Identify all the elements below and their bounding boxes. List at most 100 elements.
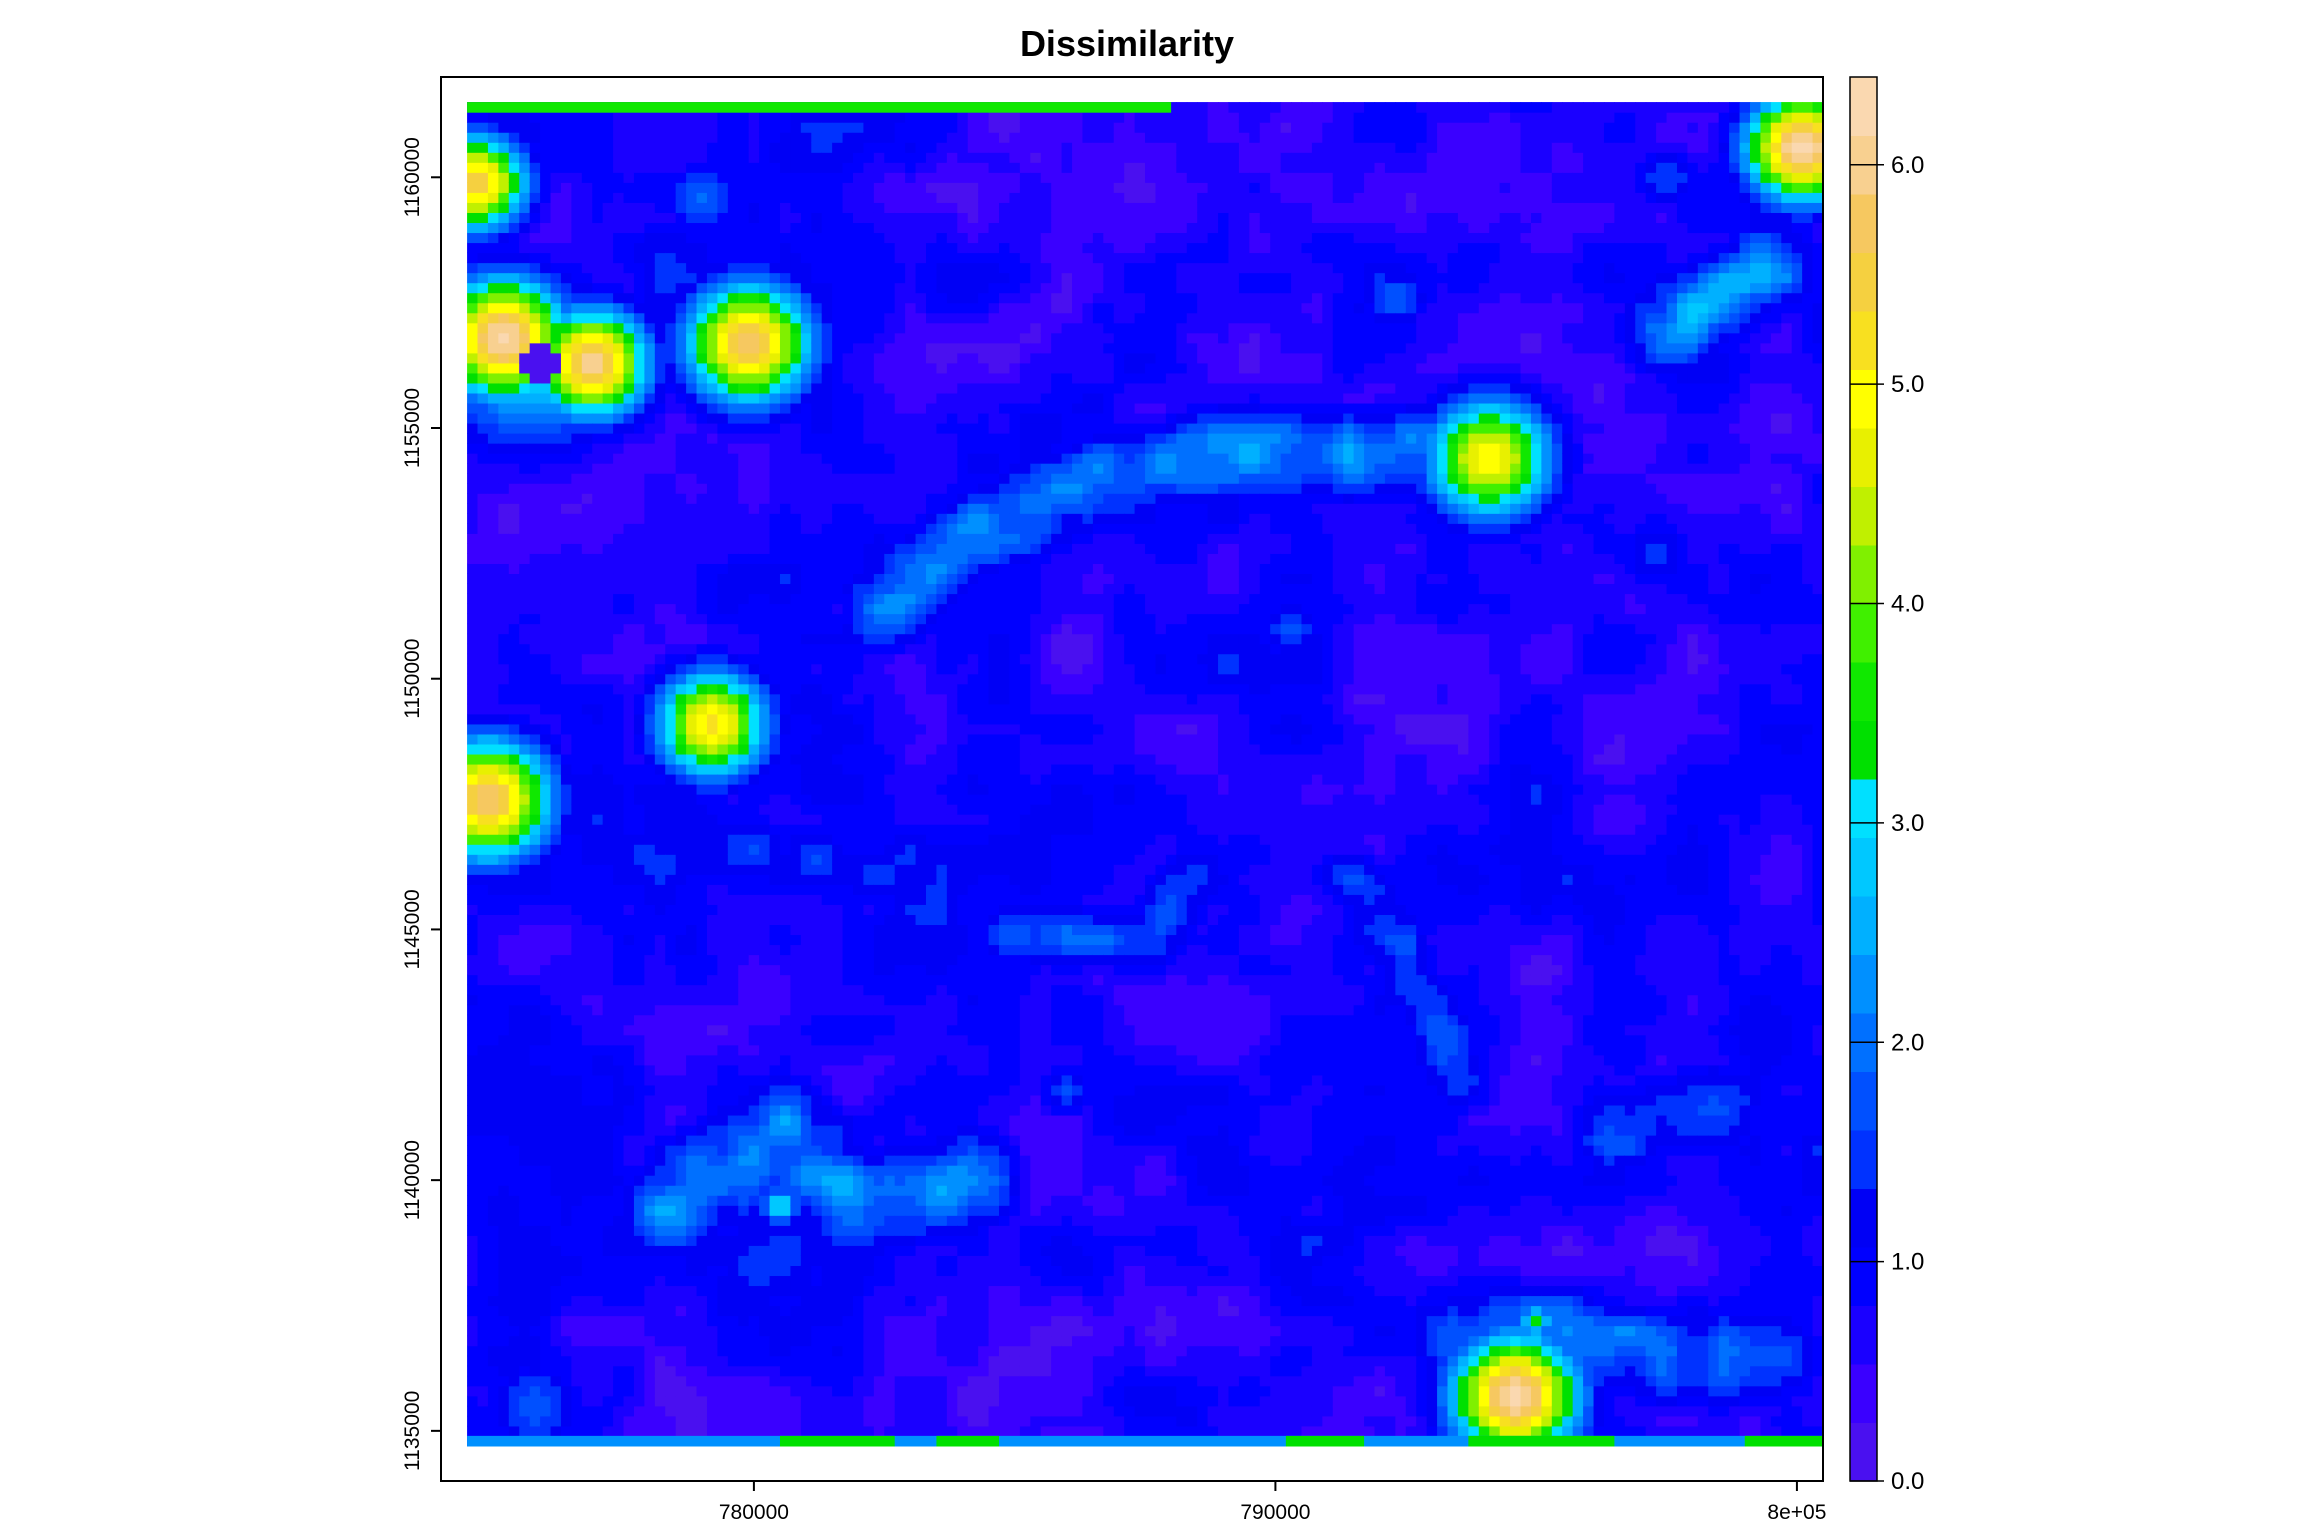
raster-cell [707,1396,718,1407]
raster-cell [592,1336,603,1347]
raster-cell [644,1416,655,1427]
raster-cell [634,824,645,835]
raster-cell [707,784,718,795]
raster-cell [759,604,770,615]
raster-cell [488,1386,499,1397]
raster-cell [603,373,614,384]
raster-cell [509,483,520,494]
raster-cell [592,132,603,143]
raster-cell [634,353,645,364]
raster-cell [686,1085,697,1096]
raster-cell [738,1185,749,1196]
raster-cell [770,1035,781,1046]
raster-cell [790,543,801,554]
raster-cell [843,1035,854,1046]
raster-cell [644,212,655,223]
raster-cell [790,704,801,715]
raster-cell [843,774,854,785]
raster-cell [832,1095,843,1106]
raster-cell [624,573,635,584]
raster-cell [665,614,676,625]
raster-cell [603,353,614,364]
raster-cell [540,614,551,625]
raster-cell [571,1326,582,1337]
raster-cell [780,1265,791,1276]
raster-cell [717,1356,728,1367]
raster-cell [603,1235,614,1246]
raster-cell [676,604,687,615]
raster-cell [686,884,697,895]
raster-cell [655,794,666,805]
raster-cell [530,1075,541,1086]
raster-cell [582,423,593,434]
raster-cell [676,1015,687,1026]
raster-cell [561,764,572,775]
raster-cell [665,1336,676,1347]
raster-cell [613,303,624,314]
raster-cell [509,1396,520,1407]
raster-cell [780,1045,791,1056]
raster-cell [759,192,770,203]
raster-cell [519,604,530,615]
raster-cell [749,1366,760,1377]
raster-cell [519,453,530,464]
raster-cell [822,674,833,685]
raster-cell [686,273,697,284]
raster-cell [603,944,614,955]
raster-cell [676,774,687,785]
raster-cell [717,814,728,825]
raster-cell [790,995,801,1006]
raster-cell [509,1366,520,1377]
raster-cell [519,1316,530,1327]
raster-cell [467,794,478,805]
raster-cell [655,1195,666,1206]
raster-cell [498,1406,509,1417]
raster-cell [519,202,530,213]
raster-cell [843,1416,854,1427]
raster-cell [759,1416,770,1427]
raster-cell [571,924,582,935]
raster-cell [780,172,791,183]
raster-cell [644,1376,655,1387]
raster-cell [832,263,843,274]
raster-cell [759,132,770,143]
raster-cell [634,463,645,474]
raster-cell [780,253,791,264]
raster-cell [822,704,833,715]
raster-cell [676,273,687,284]
raster-cell [613,1225,624,1236]
raster-cell [707,1255,718,1266]
raster-cell [790,1306,801,1317]
raster-cell [832,955,843,966]
raster-cell [582,212,593,223]
raster-cell [530,393,541,404]
raster-cell [592,1275,603,1286]
raster-cell [488,1095,499,1106]
raster-cell [790,563,801,574]
raster-cell [478,1306,489,1317]
raster-cell [613,995,624,1006]
raster-cell [665,413,676,424]
raster-cell [686,1145,697,1156]
raster-cell [488,1426,499,1437]
raster-cell [488,794,499,805]
raster-cell [634,1175,645,1186]
raster-cell [561,824,572,835]
raster-cell [811,263,822,274]
raster-cell [790,363,801,374]
raster-cell [676,573,687,584]
raster-cell [644,1235,655,1246]
raster-cell [530,473,541,484]
raster-cell [467,473,478,484]
raster-cell [686,222,697,233]
raster-cell [592,563,603,574]
raster-cell [478,543,489,554]
raster-cell [728,443,739,454]
raster-cell [759,1316,770,1327]
raster-cell [571,1205,582,1216]
raster-cell [811,975,822,986]
raster-cell [571,604,582,615]
raster-cell [519,1175,530,1186]
raster-cell [498,493,509,504]
